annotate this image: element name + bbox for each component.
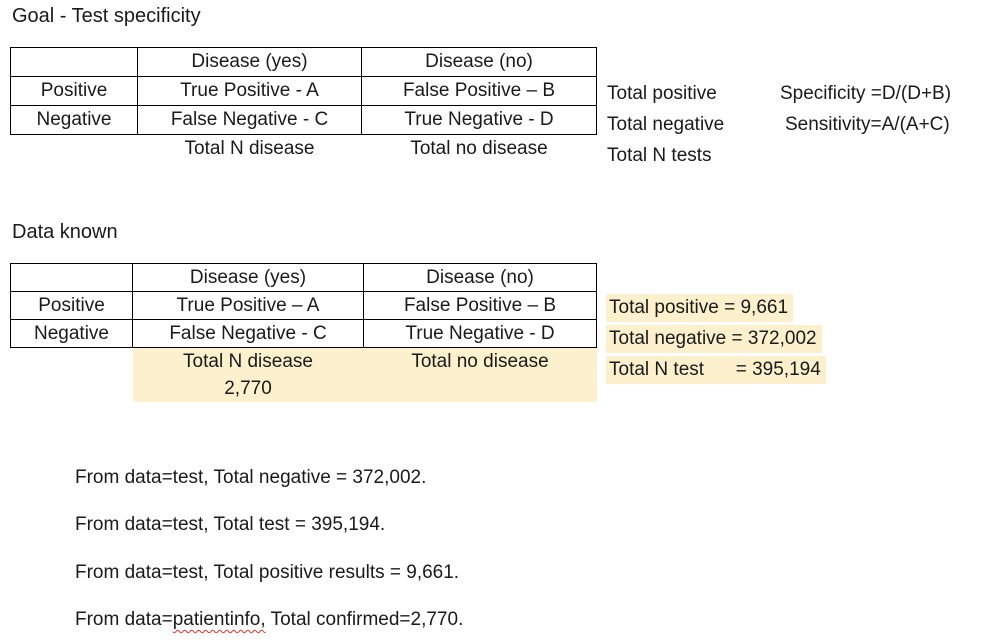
total-no-disease-label: Total no disease (363, 347, 597, 375)
column-header-disease-no: Disease (no) (361, 47, 597, 77)
row-label-positive: Positive (10, 76, 138, 106)
goal-section-title: Goal - Test specificity (12, 5, 201, 27)
note-prefix: From data= (75, 609, 173, 630)
goal-table-totals-row: Total N disease Total no disease (11, 135, 597, 163)
false-negative-cell: False Negative - C (137, 105, 362, 135)
corner-cell (10, 47, 138, 77)
false-positive-cell: False Positive – B (361, 76, 597, 106)
data-table-totals-row: Total N disease Total no disease (11, 347, 597, 375)
specificity-formula: Specificity =D/(D+B) (780, 83, 952, 104)
row-label-negative: Negative (10, 105, 138, 135)
data-known-table: Disease (yes) Disease (no) Positive True… (10, 263, 597, 402)
column-header-disease-no: Disease (no) (363, 263, 597, 292)
true-negative-cell: True Negative - D (363, 319, 597, 348)
goal-table-positive-row: Positive True Positive - A False Positiv… (10, 76, 597, 106)
data-table-positive-row: Positive True Positive – A False Positiv… (10, 291, 597, 320)
true-positive-cell: True Positive – A (132, 291, 364, 320)
goal-table-negative-row: Negative False Negative - C True Negativ… (10, 105, 597, 135)
total-positive-label: Total positive (607, 83, 717, 104)
row-label-negative: Negative (10, 319, 133, 348)
column-header-disease-yes: Disease (yes) (132, 263, 364, 292)
data-table-negative-row: Negative False Negative - C True Negativ… (10, 319, 597, 348)
total-no-disease-label: Total no disease (410, 137, 548, 159)
note-total-test: From data=test, Total test = 395,194. (75, 514, 386, 535)
column-header-disease-yes: Disease (yes) (137, 47, 362, 77)
total-n-disease-value: 2,770 (132, 375, 364, 402)
goal-table-header-row: Disease (yes) Disease (no) (10, 47, 597, 77)
total-n-tests-label: Total N tests (607, 145, 712, 166)
note-total-positive: From data=test, Total positive results =… (75, 562, 460, 583)
total-n-test-value: Total N test = 395,194 (606, 356, 826, 384)
total-n-disease-label: Total N disease (184, 137, 315, 159)
goal-table: Disease (yes) Disease (no) Positive True… (10, 47, 597, 162)
true-positive-cell: True Positive - A (137, 76, 362, 106)
note-suffix: Total confirmed=2,770. (265, 609, 464, 630)
total-negative-label: Total negative (607, 114, 725, 135)
true-negative-cell: True Negative - D (361, 105, 597, 135)
total-positive-value: Total positive = 9,661 (606, 294, 794, 322)
row-label-positive: Positive (10, 291, 133, 320)
sensitivity-formula: Sensitivity=A/(A+C) (785, 114, 950, 135)
note-total-negative: From data=test, Total negative = 372,002… (75, 467, 427, 488)
false-positive-cell: False Positive – B (363, 291, 597, 320)
data-table-value-row: 2,770 (11, 375, 597, 402)
data-table-header-row: Disease (yes) Disease (no) (10, 263, 597, 292)
note-total-confirmed: From data=patientinfo, Total confirmed=2… (75, 608, 463, 632)
false-negative-cell: False Negative - C (132, 319, 364, 348)
data-known-title: Data known (12, 221, 118, 243)
total-n-disease-label: Total N disease (132, 347, 364, 375)
spellcheck-flagged-word: patientinfo, (172, 609, 266, 630)
total-negative-value: Total negative = 372,002 (606, 325, 822, 353)
corner-cell (10, 263, 133, 292)
